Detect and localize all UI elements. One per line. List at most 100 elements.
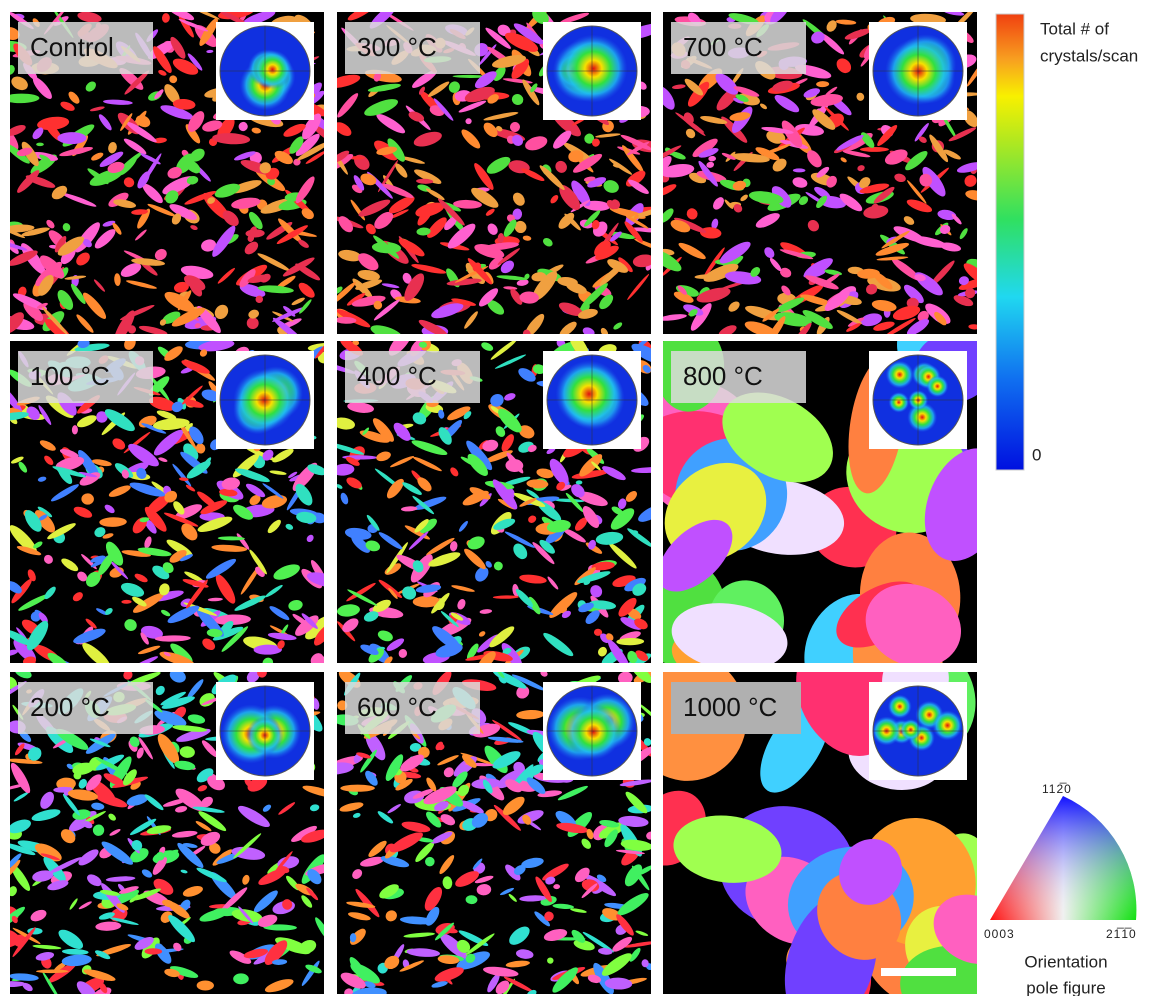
grain <box>431 592 450 614</box>
grain <box>131 839 143 851</box>
grain <box>119 304 155 321</box>
grain <box>157 733 180 764</box>
grain <box>317 351 324 364</box>
grain <box>516 685 530 699</box>
grain <box>374 211 394 229</box>
grain <box>534 911 551 927</box>
grain <box>162 562 174 574</box>
grain <box>575 480 583 485</box>
grain <box>217 536 245 541</box>
grain <box>187 714 206 724</box>
grain <box>91 152 104 161</box>
grain <box>631 530 639 534</box>
grain <box>186 579 208 609</box>
grain <box>144 794 164 811</box>
ebsd-panel: Control <box>10 12 324 334</box>
grain <box>542 863 569 881</box>
grain <box>164 490 178 503</box>
grain <box>306 572 324 588</box>
grain <box>721 152 736 160</box>
grain <box>60 101 75 111</box>
grain <box>431 303 464 319</box>
grain <box>556 822 589 834</box>
grain <box>474 244 505 259</box>
grain <box>160 105 194 120</box>
grain <box>582 931 614 953</box>
grain <box>10 525 37 554</box>
grain <box>140 153 161 165</box>
grain <box>483 242 519 251</box>
grain <box>231 846 266 860</box>
grain <box>22 982 33 992</box>
grain <box>663 86 675 110</box>
grain <box>144 518 157 534</box>
grain <box>586 828 594 840</box>
grain <box>713 197 724 210</box>
grain <box>611 506 623 515</box>
grain <box>497 769 523 789</box>
grain <box>373 235 400 259</box>
grain <box>131 888 161 901</box>
grain <box>44 586 56 600</box>
grain <box>262 483 284 499</box>
grain <box>61 954 92 967</box>
grain <box>670 219 691 233</box>
grain <box>630 672 651 684</box>
grain <box>337 604 360 617</box>
grain <box>638 505 651 522</box>
grain <box>233 973 249 985</box>
grain <box>108 813 116 821</box>
grain <box>108 141 117 154</box>
grain <box>959 228 968 240</box>
grain <box>21 227 50 237</box>
grain <box>74 343 110 352</box>
grain <box>269 606 290 621</box>
grain <box>362 427 370 436</box>
grain <box>138 645 161 655</box>
grain <box>565 492 584 513</box>
grain <box>47 523 76 540</box>
grain <box>418 86 426 95</box>
grain <box>76 314 94 333</box>
grain <box>315 917 324 943</box>
pole-blob <box>907 402 938 433</box>
grain <box>561 610 572 619</box>
pole-blobs <box>548 693 636 761</box>
grain <box>295 133 320 157</box>
grain <box>582 506 600 528</box>
grain <box>269 470 287 475</box>
grain <box>171 830 198 838</box>
grain <box>699 227 722 239</box>
grain <box>412 456 442 472</box>
grain <box>243 948 269 959</box>
grain <box>442 974 453 985</box>
grain <box>298 239 309 248</box>
grain <box>839 193 863 212</box>
grain <box>512 134 524 146</box>
grain <box>943 12 965 16</box>
grain <box>877 124 898 146</box>
grain <box>199 908 230 922</box>
grain <box>176 728 211 742</box>
grain <box>132 593 164 613</box>
grain <box>532 364 546 375</box>
grain <box>85 81 96 92</box>
grain <box>865 583 961 663</box>
grain <box>466 643 479 660</box>
grain <box>516 279 529 286</box>
grain <box>40 853 60 861</box>
grain <box>687 12 701 26</box>
pole-blob <box>888 392 910 413</box>
grain <box>812 109 836 130</box>
grain <box>295 263 321 281</box>
grain <box>244 778 254 788</box>
grain <box>384 656 393 663</box>
grain <box>434 922 455 941</box>
grain <box>494 354 527 369</box>
label-box <box>345 682 480 734</box>
grain <box>221 626 249 652</box>
grain <box>570 908 587 913</box>
grain <box>94 950 111 960</box>
grain <box>513 23 544 45</box>
grain <box>571 180 591 207</box>
